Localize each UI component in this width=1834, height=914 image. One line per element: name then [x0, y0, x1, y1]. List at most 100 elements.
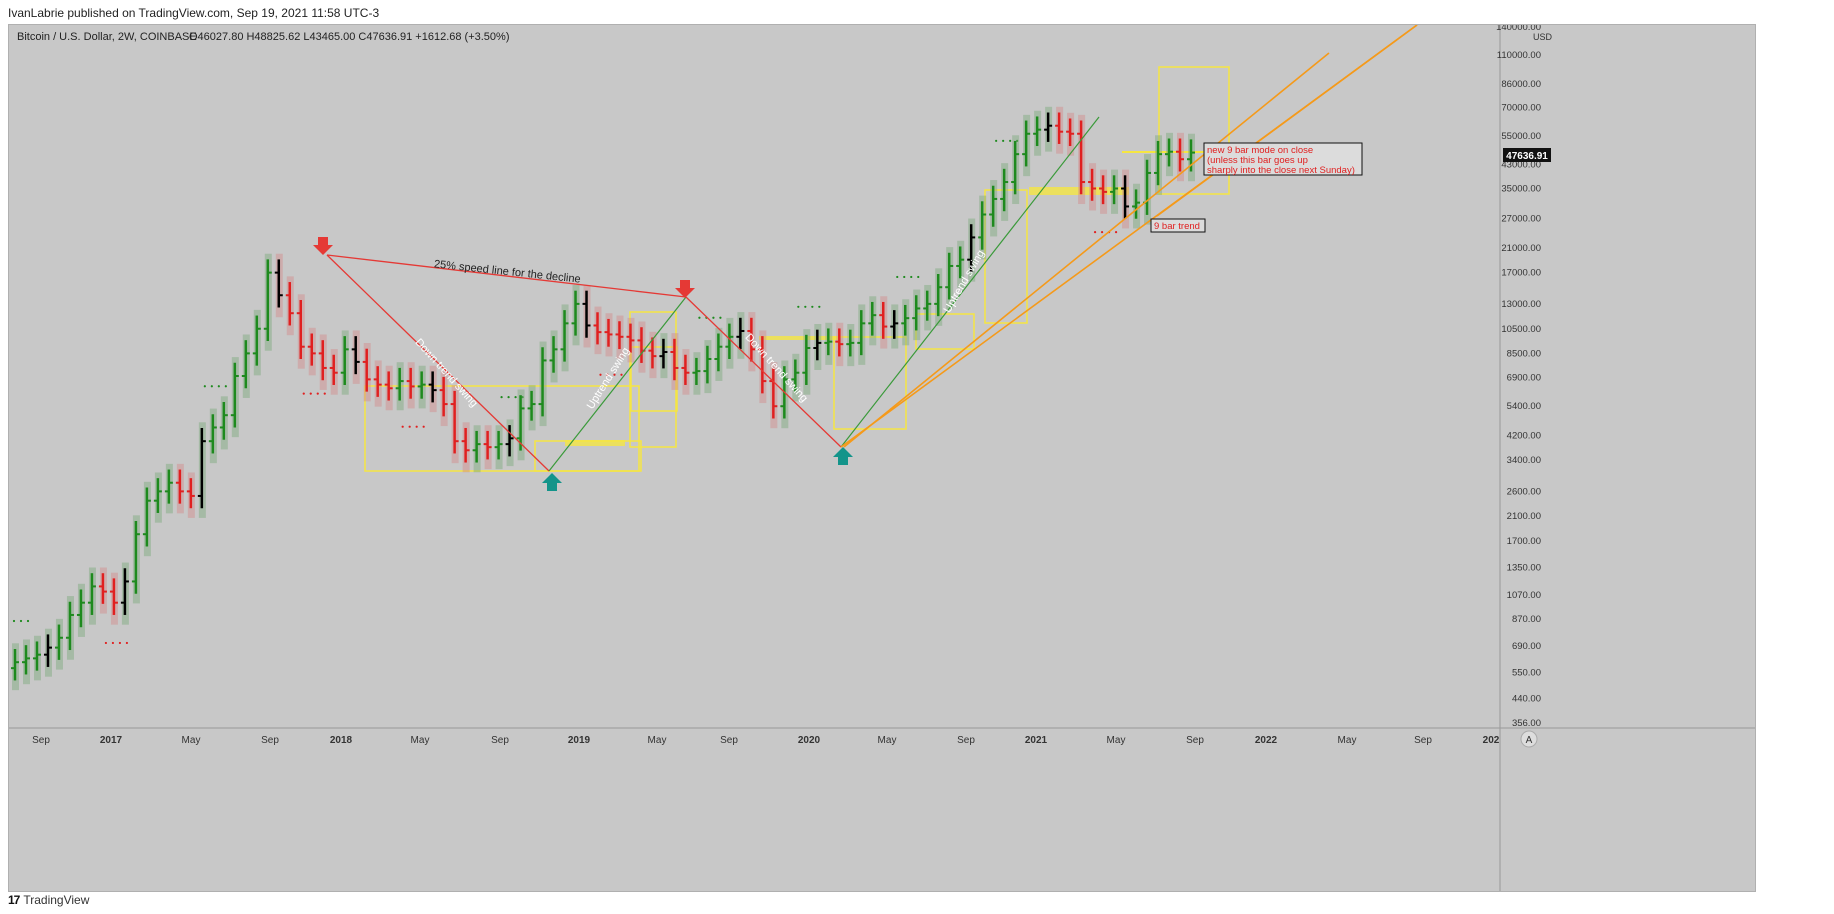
signal-dot — [408, 425, 411, 428]
signal-dot — [500, 396, 503, 399]
sell-arrow-icon — [675, 280, 695, 298]
price-unit: USD — [1533, 32, 1553, 42]
callout-line-3: sharply into the close next Sunday) — [1207, 165, 1355, 176]
yellow-band — [565, 440, 625, 446]
price-tick-label: 21000.00 — [1501, 243, 1541, 254]
time-tick-label: 2020 — [798, 735, 821, 746]
auto-scale-button[interactable]: A — [1520, 730, 1538, 748]
auto-scale-label: A — [1526, 735, 1533, 746]
sell-arrow-icon — [313, 237, 333, 255]
time-tick-label: Sep — [32, 735, 50, 746]
signal-dot — [118, 641, 122, 645]
time-tick-label: 2022 — [1255, 735, 1278, 746]
price-tick-label: 550.00 — [1512, 667, 1541, 678]
time-tick-label: Sep — [720, 735, 738, 746]
callout-line-2: (unless this bar goes up — [1207, 155, 1308, 166]
time-axis[interactable]: Sep 2017 May Sep 2018 May Sep 2019 May Sep 2020 May… — [32, 735, 1500, 746]
down-swing-line-2 — [685, 296, 842, 448]
time-tick-label: 2018 — [330, 735, 353, 746]
signal-dot — [712, 316, 715, 319]
trendlines-layer — [326, 25, 1418, 472]
zones-layer — [364, 66, 1230, 472]
yellow-band — [1029, 187, 1129, 195]
price-tick-label: 1700.00 — [1507, 536, 1541, 547]
signal-dot — [401, 425, 404, 428]
signal-dot — [804, 305, 807, 308]
signal-dot — [12, 619, 16, 623]
speed-line — [326, 254, 687, 298]
signal-dot — [818, 305, 821, 308]
signal-dot — [19, 619, 23, 623]
signal-dot — [620, 373, 623, 376]
price-tick-label: 70000.00 — [1501, 103, 1541, 114]
signal-dot — [1100, 231, 1104, 234]
price-tick-label: 110000.00 — [1497, 50, 1541, 61]
up-swing-line-1 — [548, 296, 687, 472]
signal-dot — [104, 641, 108, 645]
time-tick-label: May — [648, 735, 667, 746]
signal-dot — [1002, 139, 1005, 142]
callout-box: new 9 bar mode on close (unless this bar… — [1203, 142, 1363, 176]
publish-attribution: IvanLabrie published on TradingView.com,… — [8, 6, 380, 20]
signal-dot — [917, 275, 920, 279]
signal-dot — [316, 392, 319, 395]
time-tick-label: May — [1107, 735, 1126, 746]
signal-dot — [309, 392, 312, 395]
price-tick-label: 27000.00 — [1501, 214, 1541, 225]
signal-dot — [521, 396, 524, 399]
bars-layer — [11, 106, 1195, 691]
price-tick-label: 35000.00 — [1501, 183, 1541, 194]
buy-arrow-icon — [833, 447, 853, 465]
callout-line-1: new 9 bar mode on close — [1207, 145, 1313, 156]
signal-dot — [217, 385, 220, 388]
time-tick-label: Sep — [491, 735, 509, 746]
time-tick-label: 2021 — [1025, 735, 1048, 746]
signal-dot — [698, 316, 701, 319]
signal-dot — [111, 641, 115, 645]
signal-dot — [1009, 139, 1012, 142]
signal-dot — [910, 275, 913, 279]
price-tick-label: 690.00 — [1512, 641, 1541, 652]
price-tick-label: 1070.00 — [1507, 590, 1541, 601]
price-tick-label: 3400.00 — [1507, 455, 1541, 466]
price-tick-label: 1350.00 — [1507, 563, 1541, 574]
signal-dot — [1114, 231, 1118, 234]
chart-svg[interactable]: Bitcoin / U.S. Dollar, 2W, COINBASE O460… — [9, 25, 1755, 891]
orange-trendline-2 — [843, 52, 1330, 448]
signal-dot — [896, 275, 899, 279]
time-tick-label: Sep — [957, 735, 975, 746]
time-tick-label: 202 — [1483, 735, 1500, 746]
signal-dot — [224, 385, 227, 388]
signal-dot — [599, 373, 602, 376]
time-tick-label: Sep — [1414, 735, 1432, 746]
signal-dot — [1016, 139, 1019, 142]
price-tick-label: 140000.00 — [1496, 25, 1541, 33]
price-tick-label: 17000.00 — [1501, 268, 1541, 279]
price-tick-label: 6900.00 — [1507, 373, 1541, 384]
price-axis[interactable]: 140000.00 110000.00 86000.00 70000.00 55000.… — [1496, 25, 1541, 729]
signal-dot — [210, 385, 213, 388]
signal-dot — [422, 425, 425, 428]
chart-area[interactable]: Bitcoin / U.S. Dollar, 2W, COINBASE O460… — [8, 24, 1756, 892]
range-box — [984, 189, 1028, 324]
price-tick-label: 86000.00 — [1501, 79, 1541, 90]
signal-dot — [507, 396, 510, 399]
last-price-label: 47636.91 — [1506, 151, 1548, 162]
time-tick-label: May — [411, 735, 430, 746]
signal-dot — [26, 619, 30, 623]
time-tick-label: May — [182, 735, 201, 746]
time-tick-label: Sep — [1186, 735, 1204, 746]
ohlc-readout: O46027.80 H48825.62 L43465.00 C47636.91 … — [189, 31, 510, 43]
signal-dot — [323, 392, 326, 395]
symbol-label: Bitcoin / U.S. Dollar, 2W, COINBASE — [17, 31, 197, 43]
signal-dot — [1093, 231, 1097, 234]
signal-dot — [302, 392, 305, 395]
signal-dot — [606, 373, 609, 376]
signal-dot — [797, 305, 800, 308]
trend-label: 9 bar trend — [1154, 221, 1200, 232]
range-box — [364, 385, 640, 472]
buy-arrow-icon — [542, 473, 562, 491]
price-tick-label: 5400.00 — [1507, 401, 1541, 412]
footer-label[interactable]: TradingView — [23, 893, 90, 907]
signal-dot — [613, 373, 616, 376]
